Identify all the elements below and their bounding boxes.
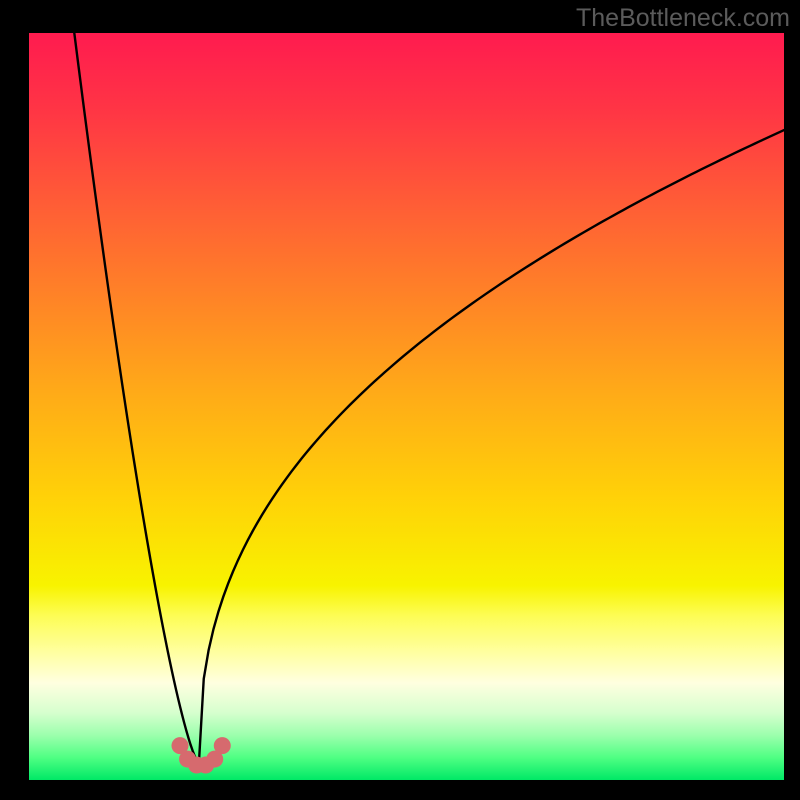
watermark-text: TheBottleneck.com [576,4,790,33]
plot-area [29,33,784,780]
gradient-background [29,33,784,780]
chart-svg [29,33,784,780]
min-marker [214,737,231,754]
